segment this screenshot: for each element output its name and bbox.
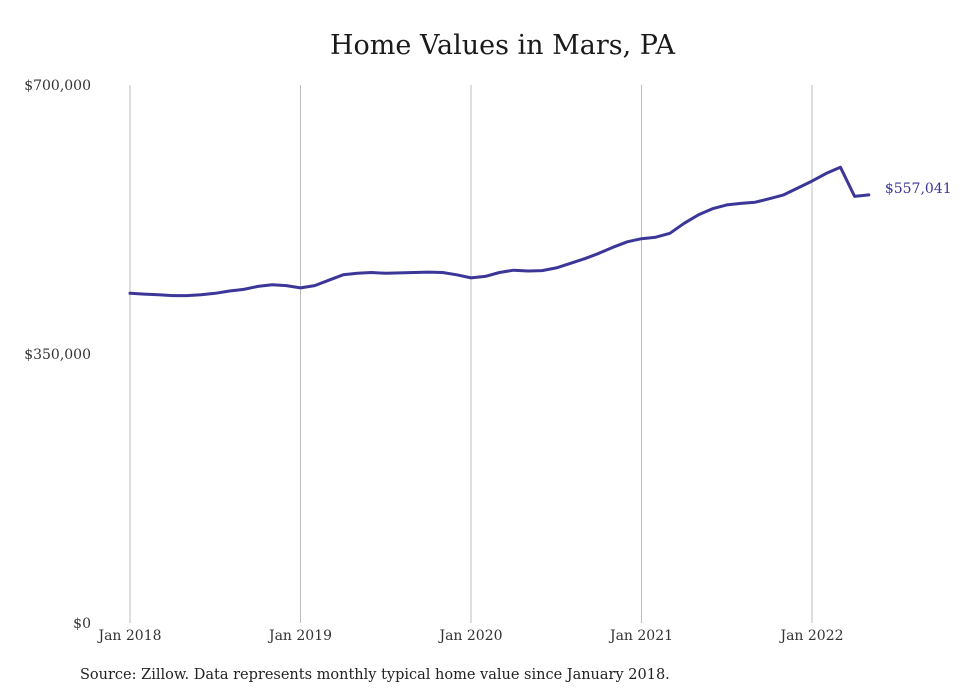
y-tick-label: $350,000 [24, 347, 91, 363]
gridlines [129, 85, 813, 623]
source-note: Source: Zillow. Data represents monthly … [80, 667, 670, 683]
y-tick-label: $0 [73, 616, 91, 632]
x-tick-label: Jan 2018 [96, 628, 161, 644]
chart-title: Home Values in Mars, PA [330, 30, 675, 61]
x-tick-label: Jan 2021 [608, 628, 673, 644]
x-axis-ticks: Jan 2018 Jan 2019 Jan 2020 Jan 2021 Jan 2022 [96, 628, 843, 644]
series-line [128, 165, 871, 298]
x-tick-label: Jan 2020 [437, 628, 502, 644]
x-tick-label: Jan 2019 [267, 628, 332, 644]
x-tick-label: Jan 2022 [778, 628, 843, 644]
y-tick-label: $700,000 [24, 78, 91, 94]
y-axis-ticks: $0 $350,000 $700,000 [24, 78, 91, 632]
end-value-label: $557,041 [885, 181, 952, 197]
